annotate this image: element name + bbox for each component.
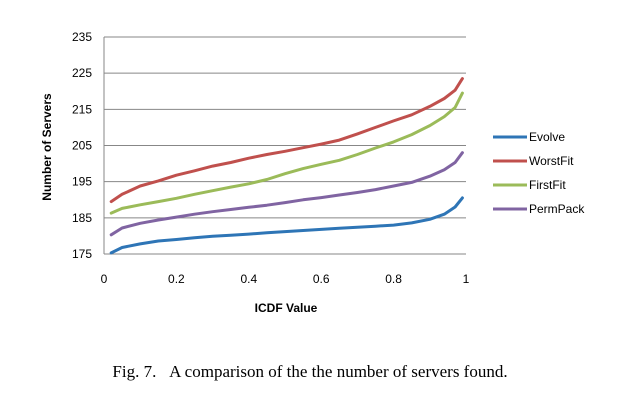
caption-label: Fig. 7. — [112, 362, 157, 381]
series-lines — [109, 77, 464, 255]
series-line-permpack — [109, 151, 464, 237]
x-tick-label: 0.4 — [240, 272, 257, 286]
legend: Evolve WorstFit FirstFit PermPack — [493, 130, 585, 216]
legend-label: WorstFit — [529, 154, 574, 168]
x-tick-labels: 0 0.2 0.4 0.6 0.8 1 — [101, 272, 470, 286]
x-tick-label: 1 — [463, 272, 470, 286]
series-line-firstfit — [109, 91, 464, 215]
x-tick-label: 0.6 — [313, 272, 330, 286]
x-tick-label: 0.8 — [385, 272, 402, 286]
y-axis-title: Number of Servers — [40, 93, 54, 201]
y-tick-label: 235 — [72, 30, 92, 44]
legend-label: Evolve — [529, 130, 565, 144]
line-chart: 175 185 195 205 215 225 235 0 0.2 0.4 0.6 0.8 1 Evo… — [40, 30, 585, 315]
figure-caption: Fig. 7. A comparison of the the number o… — [0, 362, 620, 382]
caption-text: A comparison of the the number of server… — [169, 362, 508, 381]
x-axis-title: ICDF Value — [255, 301, 318, 315]
y-tick-label: 205 — [72, 139, 92, 153]
series-line-worstfit — [109, 77, 464, 204]
x-tick-label: 0 — [101, 272, 108, 286]
legend-label: FirstFit — [529, 178, 566, 192]
y-tick-label: 195 — [72, 175, 92, 189]
legend-label: PermPack — [529, 202, 585, 216]
series-line-evolve — [109, 196, 464, 255]
y-tick-label: 175 — [72, 247, 92, 261]
x-tick-label: 0.2 — [168, 272, 185, 286]
y-tick-label: 185 — [72, 211, 92, 225]
y-tick-labels: 175 185 195 205 215 225 235 — [72, 30, 92, 261]
y-tick-label: 225 — [72, 66, 92, 80]
y-tick-label: 215 — [72, 102, 92, 116]
